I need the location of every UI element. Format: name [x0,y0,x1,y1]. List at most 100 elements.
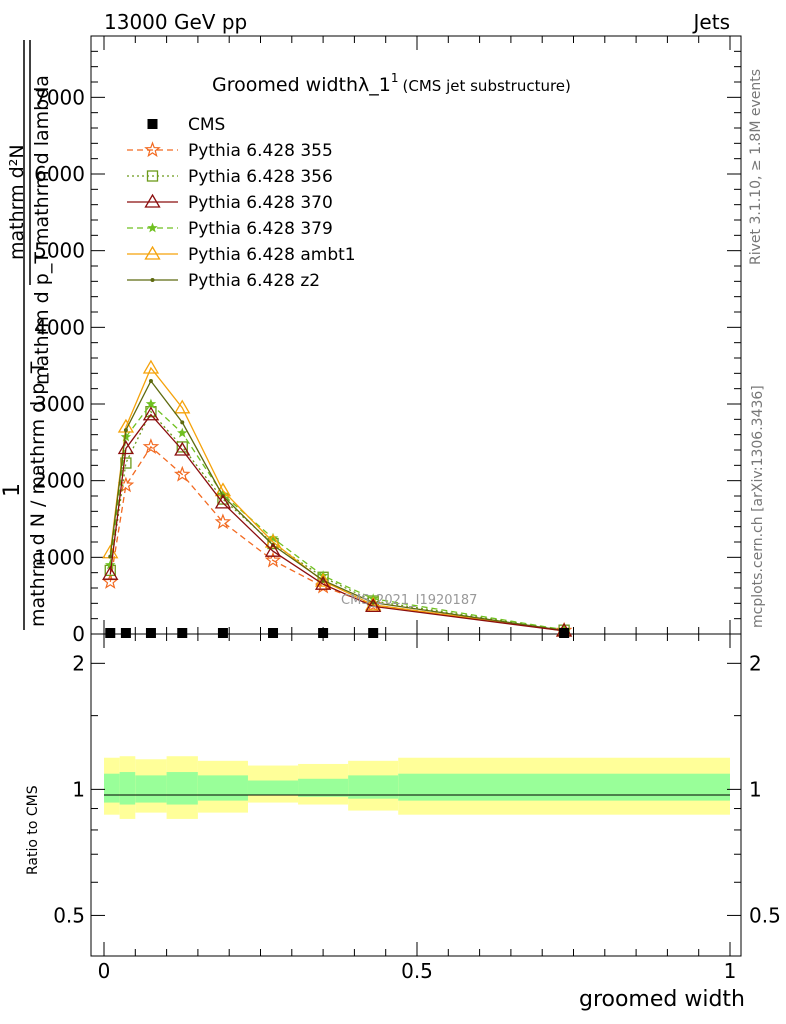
marker-open-triangle [144,245,161,260]
marker-dot [108,554,113,559]
inner-band-bin [119,772,136,805]
marker-star [147,222,158,233]
header-right: Jets [692,10,730,34]
ratio-axis-ticks: 0.5 0.5 1 1 2 2 0 0.5 1 [53,634,781,983]
marker-star [217,489,229,499]
legend-label: Pythia 6.428 z2 [188,271,320,291]
inner-band-bin [298,778,349,797]
series-cms [105,628,570,638]
title-sub: (CMS jet substructure) [403,77,571,95]
main-ylabel: mathrm d²N mathrm d p_T mathrm d lambda … [0,40,53,630]
inner-band-bin [398,773,730,801]
marker-open-triangle [365,598,382,613]
y-tick-label: 0 [72,622,85,646]
marker-square [105,628,116,638]
legend-label: Pythia 6.428 379 [188,219,333,239]
legend-entry-p355: Pythia 6.428 355 [127,141,333,161]
legend-label: Pythia 6.428 356 [188,167,333,187]
ratio-y-tick-label-right: 2 [749,651,762,675]
marker-open-triangle [102,565,119,580]
series-line-p379 [109,403,565,631]
y-tick-label: 3000 [34,392,85,416]
marker-open-triangle [117,440,135,455]
legend-label: Pythia 6.428 370 [188,193,333,213]
marker-open-triangle [142,359,160,374]
ratio-y-tick-label: 1 [72,777,85,801]
inner-band-bin [104,773,120,803]
marker-open-star [264,551,282,568]
marker-dot [180,420,185,425]
marker-open-triangle [174,441,191,456]
legend-entry-ambt1: Pythia 6.428 ambt1 [127,245,356,265]
series-layer [101,359,573,638]
marker-star [120,431,132,442]
ylabel-numerator-one: 1 [0,483,25,497]
ratio-y-tick-label: 0.5 [53,903,85,927]
marker-square [177,628,188,638]
y-tick-label: 4000 [34,315,85,339]
marker-square [559,628,570,638]
legend-label: CMS [188,115,225,135]
title-main: Groomed widthλ_1 [212,74,391,96]
legend-entry-p379: Pythia 6.428 379 [127,219,333,239]
legend-label: Pythia 6.428 355 [188,141,333,161]
marker-open-star [173,465,191,482]
main-axis-ticks: 0 1000 2000 3000 4000 5000 6000 7000 [34,36,741,646]
inner-band-bin [247,780,299,795]
marker-open-star [142,438,160,454]
marker-open-triangle [144,193,161,208]
series-p379 [105,398,570,635]
legend-entry-p356: Pythia 6.428 356 [127,167,333,187]
ratio-uncertainty-bands [104,756,730,819]
legend-entry-cms: CMS [147,115,225,135]
legend-label: Pythia 6.428 ambt1 [188,245,356,265]
legend-entry-z2: Pythia 6.428 z2 [127,271,320,291]
marker-square [217,628,228,638]
title-sup: 1 [391,71,399,85]
inner-band-bin [166,772,198,805]
series-line-z2 [109,379,565,632]
marker-square [268,628,279,638]
marker-star [177,427,188,438]
series-p370 [102,406,573,637]
plot-title: Groomed widthλ_11 (CMS jet substructure) [212,71,571,96]
series-line-p370 [109,413,565,632]
ylabel-top-denominator: mathrm d p_T mathrm d lambda [31,75,53,385]
series-ambt1 [102,359,573,637]
x-tick-label: 1 [724,959,737,983]
marker-square [318,628,329,638]
mcplots-info: mcplots.cern.ch [arXiv:1306.3436] [750,385,766,628]
inner-band-bin [197,775,248,801]
marker-open-triangle [314,575,332,590]
marker-open-triangle [314,572,332,587]
series-line-ambt1 [109,366,565,632]
marker-dot [148,379,153,383]
y-tick-label: 1000 [34,545,85,569]
ratio-y-tick-label-right: 1 [749,777,762,801]
marker-square [368,628,379,638]
inner-band-bin [348,775,399,799]
header-left: 13000 GeV pp [104,10,247,34]
y-tick-label: 7000 [34,85,85,109]
series-z2 [108,379,567,633]
marker-star [267,532,279,543]
y-tick-label: 6000 [34,162,85,186]
inner-band-bin [135,775,167,803]
marker-open-triangle [174,399,191,414]
series-line-p356 [109,410,565,631]
marker-open-star [214,513,232,530]
analysis-watermark: CMS_2021_I1920187 [341,593,477,608]
y-tick-label: 2000 [34,469,85,493]
legend: CMS Pythia 6.428 355 Pythia 6.428 356 Pythi… [127,115,356,291]
ylabel-denominator: mathrm d N / mathrm d p_T [27,361,49,627]
rivet-info: Rivet 3.1.10, ≥ 1.8M events [748,69,764,265]
marker-square [145,628,156,638]
marker-open-triangle [214,494,232,509]
marker-open-star [144,141,161,158]
marker-square [147,119,158,129]
marker-open-triangle [264,542,282,557]
marker-open-triangle [142,406,160,421]
marker-dot [150,278,155,282]
x-tick-label: 0 [98,959,111,983]
